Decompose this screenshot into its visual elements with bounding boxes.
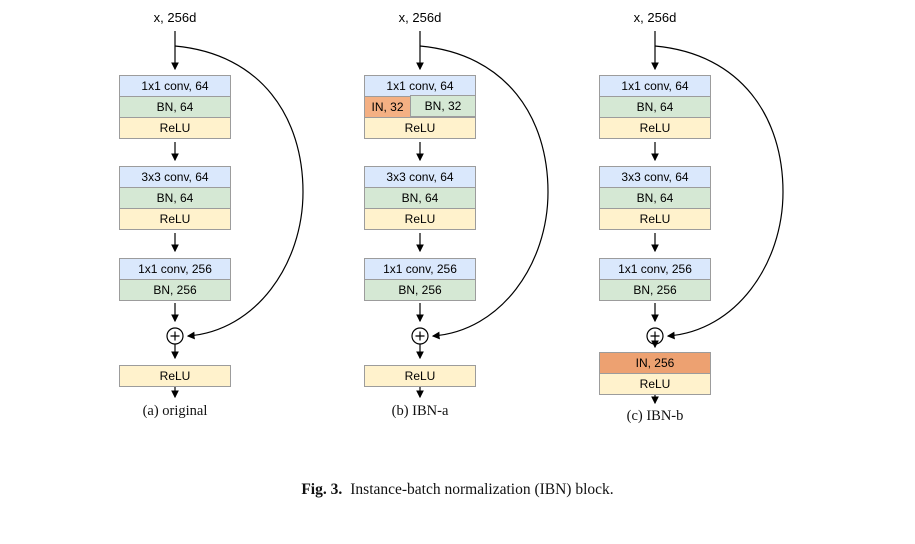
box-b-conv3: 1x1 conv, 256 <box>364 258 476 280</box>
input-label-a: x, 256d <box>153 10 197 25</box>
stack-b-2: 3x3 conv, 64 BN, 64 ReLU <box>364 166 476 230</box>
figure-caption-label: Fig. 3. <box>301 481 343 498</box>
box-b-conv2: 3x3 conv, 64 <box>364 166 476 188</box>
box-a-bn1: BN, 64 <box>119 96 231 118</box>
box-c-bn1: BN, 64 <box>599 96 711 118</box>
box-b-conv1: 1x1 conv, 64 <box>364 75 476 97</box>
box-c-relu-out: ReLU <box>599 373 711 395</box>
figure-caption: Fig. 3. Instance-batch normalization (IBN… <box>0 481 915 499</box>
box-a-bn2: BN, 64 <box>119 187 231 209</box>
box-c-in-out: IN, 256 <box>599 352 711 374</box>
stack-c-1: 1x1 conv, 64 BN, 64 ReLU <box>599 75 711 139</box>
input-label-b: x, 256d <box>398 10 442 25</box>
box-b-in1: IN, 32 <box>364 96 411 118</box>
split-row-b: IN, 32 BN, 32 <box>364 95 476 118</box>
box-a-relu1: ReLU <box>119 117 231 139</box>
box-c-conv3: 1x1 conv, 256 <box>599 258 711 280</box>
box-c-relu1: ReLU <box>599 117 711 139</box>
caption-c: (c) IBN-b <box>626 408 684 424</box>
box-a-conv3: 1x1 conv, 256 <box>119 258 231 280</box>
stack-c-2: 3x3 conv, 64 BN, 64 ReLU <box>599 166 711 230</box>
box-a-conv2: 3x3 conv, 64 <box>119 166 231 188</box>
box-c-bn2: BN, 64 <box>599 187 711 209</box>
stack-a-2: 3x3 conv, 64 BN, 64 ReLU <box>119 166 231 230</box>
figure-caption-text: Instance-batch normalization (IBN) block… <box>350 481 614 498</box>
box-c-relu2: ReLU <box>599 208 711 230</box>
box-a-relu-out: ReLU <box>119 365 231 387</box>
box-b-relu1: ReLU <box>364 117 476 139</box>
box-c-bn3: BN, 256 <box>599 279 711 301</box>
box-c-conv2: 3x3 conv, 64 <box>599 166 711 188</box>
input-label-c: x, 256d <box>633 10 677 25</box>
box-a-conv1: 1x1 conv, 64 <box>119 75 231 97</box>
box-b-relu-out: ReLU <box>364 365 476 387</box>
stack-b-out: ReLU <box>364 365 476 387</box>
box-a-relu2: ReLU <box>119 208 231 230</box>
box-a-bn3: BN, 256 <box>119 279 231 301</box>
box-c-conv1: 1x1 conv, 64 <box>599 75 711 97</box>
stack-b-1: 1x1 conv, 64 IN, 32 BN, 32 ReLU <box>364 75 476 139</box>
box-b-bn2: BN, 64 <box>364 187 476 209</box>
caption-b: (b) IBN-a <box>391 403 449 419</box>
stack-c-out: IN, 256 ReLU <box>599 352 711 395</box>
stack-b-3: 1x1 conv, 256 BN, 256 <box>364 258 476 301</box>
stack-a-3: 1x1 conv, 256 BN, 256 <box>119 258 231 301</box>
stack-a-1: 1x1 conv, 64 BN, 64 ReLU <box>119 75 231 139</box>
box-b-bn3: BN, 256 <box>364 279 476 301</box>
caption-a: (a) original <box>142 403 208 419</box>
box-b-relu2: ReLU <box>364 208 476 230</box>
stack-c-3: 1x1 conv, 256 BN, 256 <box>599 258 711 301</box>
box-b-bn1: BN, 32 <box>410 95 476 117</box>
stack-a-out: ReLU <box>119 365 231 387</box>
